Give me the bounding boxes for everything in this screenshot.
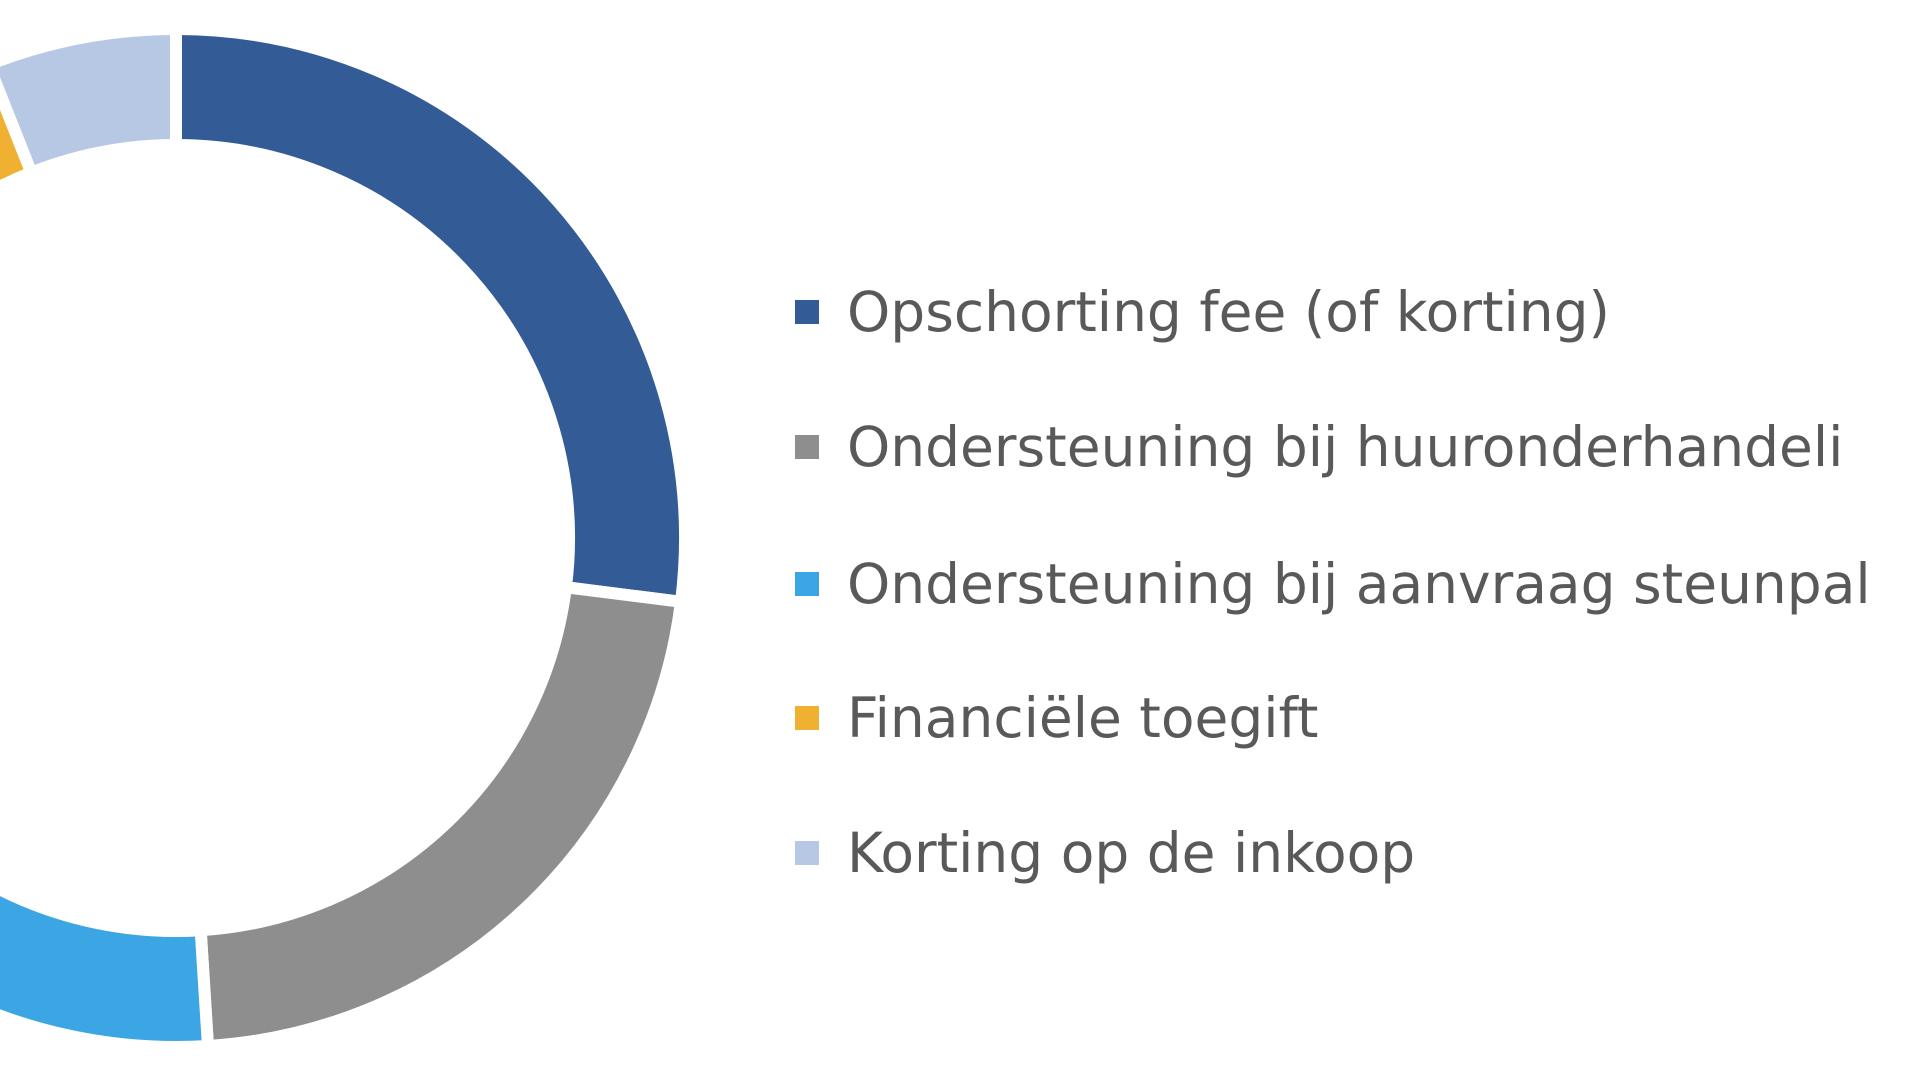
donut-slice-4 — [0, 22, 182, 181]
legend-label: Ondersteuning bij aanvraag steunpal — [847, 552, 1871, 616]
legend-item-opschorting: Opschorting fee (of korting) — [795, 280, 1610, 344]
legend-label: Opschorting fee (of korting) — [847, 280, 1611, 344]
legend-item-steunpakket: Ondersteuning bij aanvraag steunpal — [795, 552, 1871, 616]
legend-swatch — [795, 706, 819, 730]
legend-label: Ondersteuning bij huuronderhandeli — [847, 415, 1844, 479]
donut-slice-0 — [170, 22, 691, 609]
legend-item-korting-inkoop: Korting op de inkoop — [795, 821, 1415, 885]
legend-label: Financiële toegift — [847, 686, 1319, 750]
legend-swatch — [795, 435, 819, 459]
donut-slice-2 — [0, 882, 215, 1053]
legend-label: Korting op de inkoop — [847, 821, 1416, 885]
legend-item-huuronderhandeling: Ondersteuning bij huuronderhandeli — [795, 415, 1843, 479]
legend-swatch — [795, 300, 819, 324]
legend-swatch — [795, 572, 819, 596]
legend-item-financiele-toegift: Financiële toegift — [795, 686, 1319, 750]
donut-slice-1 — [194, 580, 688, 1053]
legend-swatch — [795, 841, 819, 865]
